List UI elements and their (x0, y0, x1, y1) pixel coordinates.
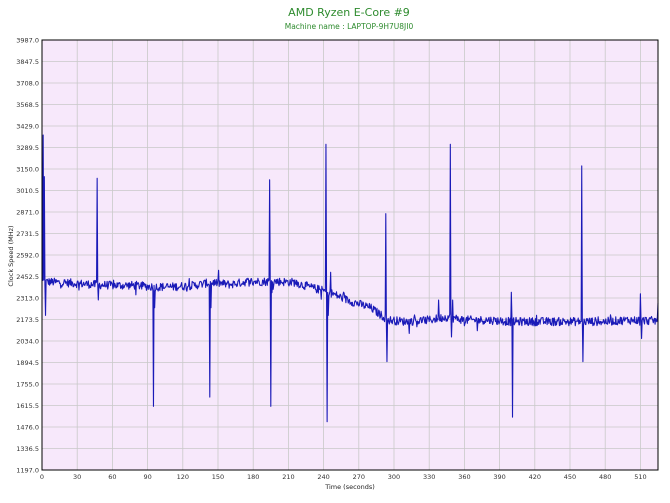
x-tick-label: 90 (143, 473, 151, 481)
y-tick-label: 2313.0 (16, 294, 39, 302)
y-tick-label: 2173.5 (16, 316, 39, 324)
x-tick-label: 30 (73, 473, 81, 481)
x-tick-label: 120 (177, 473, 189, 481)
y-tick-label: 1197.0 (16, 466, 39, 474)
plot-frame (41, 39, 659, 471)
x-tick-label: 300 (388, 473, 400, 481)
y-tick-label: 3987.0 (16, 36, 39, 44)
y-tick-label: 2871.0 (16, 208, 39, 216)
series-layer (41, 134, 659, 423)
x-tick-label: 450 (564, 473, 576, 481)
y-tick-label: 1336.5 (16, 445, 39, 453)
y-tick-label: 2034.0 (16, 337, 39, 345)
y-axis-ticks: 3987.0 3847.5 3708.0 3568.5 3429.0 3289.5 3150… (16, 36, 39, 474)
y-tick-label: 1476.0 (16, 423, 39, 431)
y-tick-label: 1615.5 (16, 402, 39, 410)
y-tick-label: 2731.5 (16, 230, 39, 238)
y-tick-label: 2452.5 (16, 273, 39, 281)
y-tick-label: 3429.0 (16, 122, 39, 130)
x-axis-label: Time (seconds) (324, 483, 375, 491)
x-tick-label: 180 (247, 473, 259, 481)
clock-speed-series-line (41, 134, 659, 423)
y-tick-label: 3847.5 (16, 58, 39, 66)
x-tick-label: 150 (212, 473, 224, 481)
x-axis-ticks: 0 30 60 90 120 150 180 210 240 270 300 330 360 390 420… (40, 473, 647, 481)
x-tick-label: 330 (423, 473, 435, 481)
x-tick-label: 480 (599, 473, 611, 481)
x-tick-label: 210 (282, 473, 294, 481)
y-tick-label: 3150.0 (16, 165, 39, 173)
x-tick-label: 360 (458, 473, 470, 481)
x-tick-label: 240 (317, 473, 329, 481)
y-tick-label: 3289.5 (16, 144, 39, 152)
y-tick-label: 3708.0 (16, 79, 39, 87)
y-axis-label: Clock Speed (MHz) (7, 225, 15, 286)
x-tick-label: 0 (40, 473, 44, 481)
chart-subtitle: Machine name : LAPTOP-9H7U8JI0 (285, 22, 414, 31)
y-tick-label: 2592.0 (16, 251, 39, 259)
x-tick-label: 420 (529, 473, 541, 481)
x-tick-label: 270 (353, 473, 365, 481)
grid-lines (42, 40, 658, 470)
y-tick-label: 1894.5 (16, 359, 39, 367)
chart-title: AMD Ryzen E-Core #9 (288, 6, 410, 19)
y-tick-label: 3010.5 (16, 187, 39, 195)
y-tick-label: 1755.0 (16, 380, 39, 388)
y-tick-label: 3568.5 (16, 101, 39, 109)
x-tick-label: 60 (108, 473, 116, 481)
x-tick-label: 510 (634, 473, 646, 481)
x-tick-label: 390 (493, 473, 505, 481)
